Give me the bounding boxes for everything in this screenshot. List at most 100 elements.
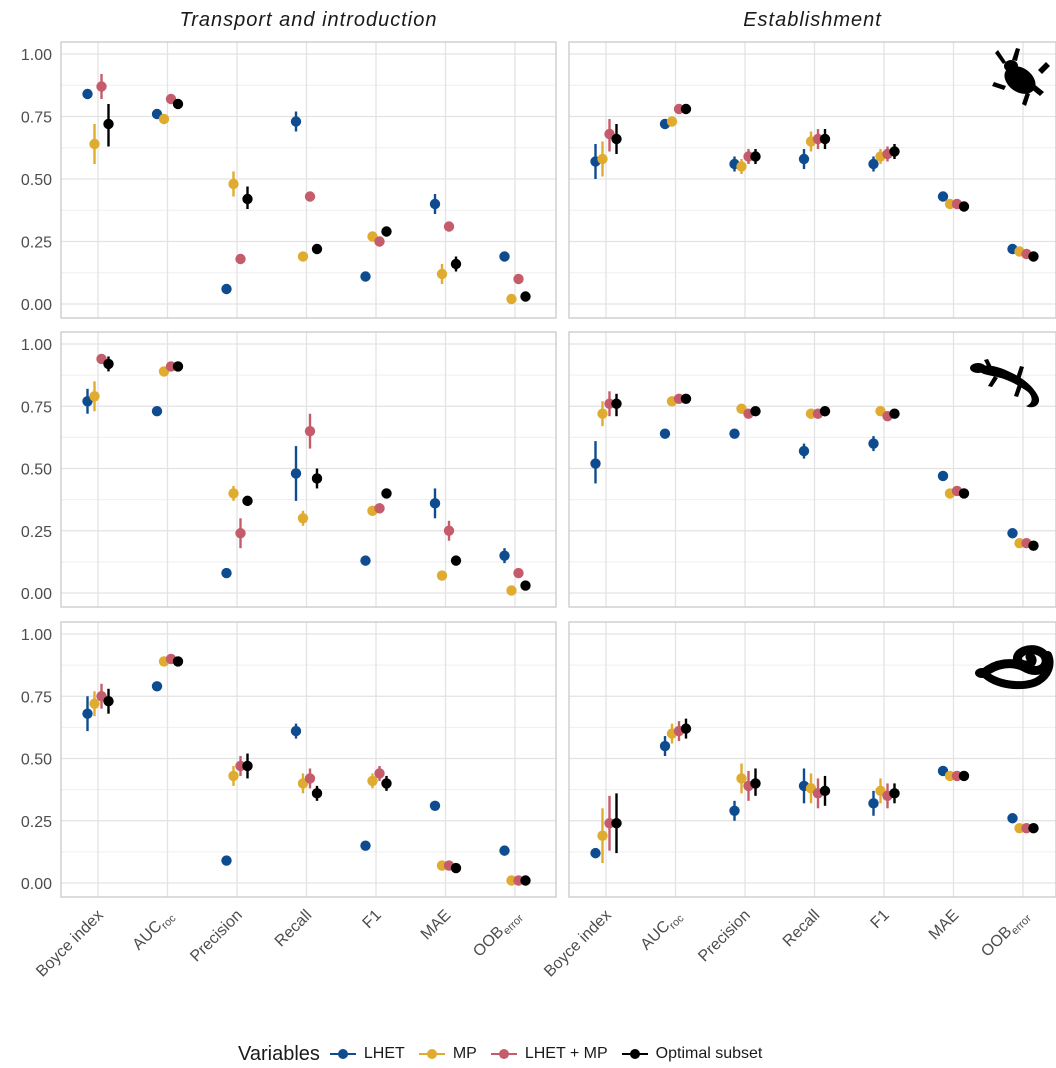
panel-border bbox=[60, 621, 557, 898]
data-point bbox=[729, 428, 740, 439]
data-point bbox=[736, 773, 747, 784]
data-point bbox=[304, 773, 316, 784]
series-mp bbox=[597, 723, 1025, 864]
legend-title: Variables bbox=[238, 1042, 320, 1065]
x-tick-label: OOBerror bbox=[978, 907, 1034, 963]
series-mp bbox=[89, 366, 517, 596]
data-point bbox=[172, 361, 184, 372]
data-point bbox=[151, 681, 163, 692]
data-point bbox=[506, 585, 517, 596]
data-point bbox=[819, 406, 831, 417]
data-point bbox=[381, 778, 392, 789]
data-point bbox=[666, 116, 678, 127]
panel-background bbox=[61, 42, 556, 318]
y-tick-label: 0.00 bbox=[21, 297, 52, 314]
data-point bbox=[381, 226, 392, 237]
data-point bbox=[360, 271, 371, 282]
x-tick-label: F1 bbox=[360, 907, 385, 932]
series-lhet-mp bbox=[604, 103, 1032, 260]
data-point bbox=[374, 236, 385, 247]
facet-title-establishment: Establishment bbox=[743, 9, 882, 31]
y-tick-label: 0.75 bbox=[21, 110, 52, 127]
data-point bbox=[360, 555, 371, 566]
panel-background bbox=[569, 622, 1056, 897]
data-point bbox=[819, 785, 831, 797]
legend-item-lhet: LHET bbox=[329, 1045, 405, 1063]
data-point bbox=[798, 153, 810, 165]
x-tick-subscript: error bbox=[501, 912, 526, 937]
x-tick-label: F1 bbox=[868, 907, 893, 932]
data-point bbox=[750, 778, 761, 789]
data-point bbox=[520, 875, 531, 886]
data-point bbox=[228, 770, 239, 782]
legend-key-mp bbox=[418, 1047, 445, 1061]
series-mp bbox=[89, 656, 517, 886]
data-point bbox=[436, 570, 448, 581]
faceted-dot-plot: Transport and introduction Establishment 0… bbox=[21, 9, 1056, 980]
data-point bbox=[958, 770, 970, 782]
data-point bbox=[242, 760, 253, 772]
series-lhet bbox=[82, 88, 510, 295]
data-point bbox=[311, 788, 323, 799]
data-point bbox=[304, 191, 316, 202]
data-point bbox=[1028, 251, 1039, 262]
y-tick-label: 0.50 bbox=[21, 462, 52, 479]
data-point bbox=[96, 81, 107, 92]
series-optimal-subset bbox=[103, 356, 531, 591]
y-tick-label: 0.25 bbox=[21, 814, 52, 831]
panel-border bbox=[568, 331, 1056, 608]
legend-key-optimal-subset bbox=[621, 1047, 648, 1061]
panel-establishment-row-2 bbox=[568, 331, 1056, 608]
y-tick-label: 1.00 bbox=[21, 337, 52, 354]
data-point bbox=[82, 88, 93, 100]
data-point bbox=[889, 408, 900, 419]
x-tick-subscript: roc bbox=[667, 912, 687, 932]
series-optimal-subset bbox=[611, 393, 1039, 551]
x-tick-label: AUCroc bbox=[130, 906, 179, 955]
panel-background bbox=[61, 332, 556, 607]
data-point bbox=[659, 740, 671, 752]
legend-item-lhet-mp: LHET + MP bbox=[490, 1045, 608, 1063]
y-tick-label: 0.00 bbox=[21, 586, 52, 603]
data-point bbox=[304, 425, 316, 437]
data-point bbox=[590, 458, 601, 469]
y-tick-label: 0.25 bbox=[21, 235, 52, 252]
x-tick-label: MAE bbox=[926, 907, 963, 944]
series-optimal-subset bbox=[103, 98, 531, 302]
legend-key-lhet-mp bbox=[490, 1047, 517, 1061]
data-point bbox=[381, 488, 392, 499]
data-point bbox=[520, 580, 531, 591]
legend-item-optimal-subset: Optimal subset bbox=[621, 1045, 762, 1063]
data-point bbox=[221, 283, 232, 295]
data-point bbox=[290, 725, 302, 737]
x-tick-label: Recall bbox=[272, 907, 315, 950]
data-point bbox=[297, 251, 309, 262]
data-point bbox=[443, 525, 455, 536]
data-point bbox=[290, 116, 302, 127]
data-point bbox=[819, 133, 831, 145]
data-point bbox=[680, 103, 692, 115]
data-point bbox=[221, 855, 232, 866]
data-point bbox=[750, 151, 761, 162]
data-point bbox=[736, 161, 747, 172]
data-point bbox=[680, 393, 692, 404]
panel-border bbox=[60, 331, 557, 608]
data-point bbox=[158, 113, 170, 125]
data-point bbox=[729, 805, 740, 816]
data-point bbox=[499, 550, 510, 561]
data-point bbox=[235, 528, 246, 539]
data-point bbox=[499, 251, 510, 262]
data-point bbox=[151, 406, 163, 417]
data-point bbox=[499, 845, 510, 856]
data-point bbox=[937, 191, 949, 202]
series-lhet bbox=[82, 681, 510, 866]
x-tick-subscript: roc bbox=[159, 912, 179, 932]
y-tick-label: 0.50 bbox=[21, 172, 52, 189]
data-point bbox=[436, 268, 448, 280]
data-point bbox=[889, 146, 900, 157]
data-point bbox=[429, 498, 441, 509]
data-point bbox=[82, 708, 93, 719]
data-point bbox=[1007, 813, 1018, 824]
x-tick-label: Recall bbox=[780, 907, 823, 950]
